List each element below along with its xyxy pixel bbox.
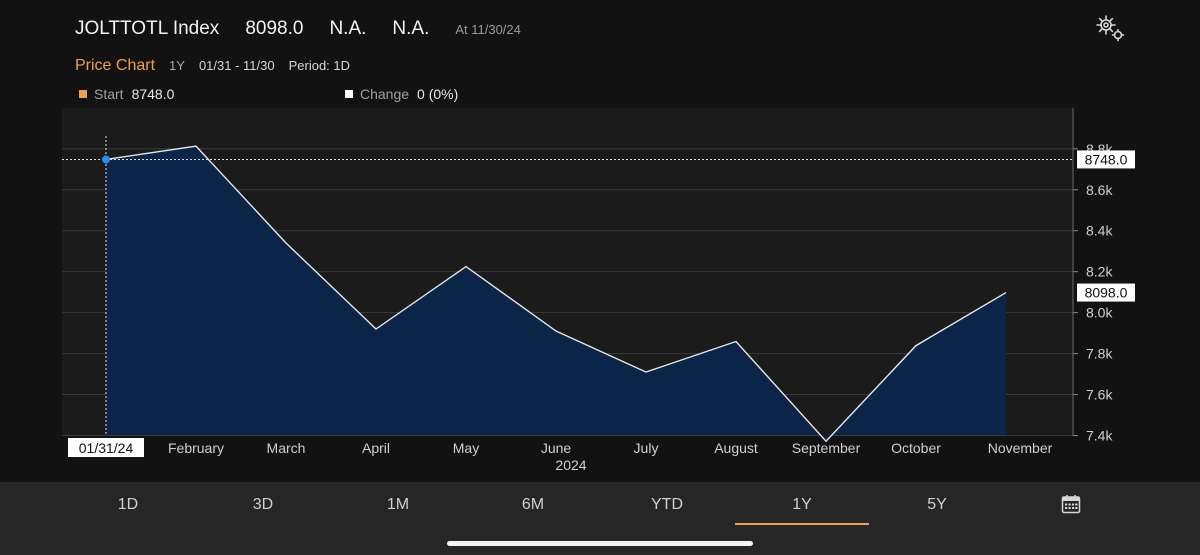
x-tick-label: May: [453, 440, 479, 456]
x-tick-label: August: [714, 440, 758, 456]
start-value: 8748.0: [131, 86, 175, 102]
tab-3d[interactable]: 3D: [252, 496, 274, 513]
y-tick-label: 7.8k: [1086, 346, 1113, 362]
y-tick-label: 8.0k: [1086, 305, 1113, 321]
period-label: Period: 1D: [288, 58, 351, 73]
start-date-box: [68, 438, 144, 457]
legend-change: Change 0 (0%): [345, 86, 458, 102]
tab-5y[interactable]: 5Y: [927, 496, 947, 513]
x-tick-label: June: [541, 440, 572, 456]
last-price-box: [1077, 283, 1135, 302]
tab-1m[interactable]: 1M: [386, 496, 410, 513]
price-line[interactable]: [105, 145, 1007, 443]
date-range: 01/31 - 11/30: [198, 58, 275, 73]
chart-subheader: Price Chart 1Y 01/31 - 11/30 Period: 1D: [75, 57, 350, 75]
data-point[interactable]: [554, 329, 558, 333]
x-tick-label: September: [792, 440, 861, 456]
y-tick-label: 8.6k: [1086, 182, 1113, 198]
last-value: 8098.0: [245, 18, 304, 39]
start-price-label: 8748.0: [1085, 151, 1128, 167]
data-point[interactable]: [464, 265, 468, 269]
active-tab-indicator: [735, 523, 869, 525]
data-point[interactable]: [194, 144, 198, 148]
tab-1y[interactable]: 1Y: [792, 496, 812, 513]
as-of-date: At 11/30/24: [455, 22, 521, 37]
chart-header: JOLTTOTL Index 8098.0 N.A. N.A. At 11/30…: [75, 18, 521, 48]
x-tick-label: April: [362, 440, 390, 456]
tab-ytd[interactable]: YTD: [651, 496, 683, 513]
calendar-icon[interactable]: [1061, 494, 1081, 514]
x-tick-label: 01/31/24: [79, 440, 134, 456]
tab-1d[interactable]: 1D: [117, 496, 139, 513]
data-point[interactable]: [734, 340, 738, 344]
change-label: Change: [360, 86, 410, 102]
percent-change: N.A.: [392, 18, 430, 39]
last-price-label: 8098.0: [1085, 285, 1128, 301]
data-point[interactable]: [1004, 291, 1008, 295]
tab-6m[interactable]: 6M: [521, 496, 545, 513]
data-point[interactable]: [914, 344, 918, 348]
start-label: Start: [94, 86, 124, 102]
gear-icon[interactable]: [1094, 14, 1128, 44]
index-title: JOLTTOTL Index: [75, 18, 220, 39]
x-tick-label: March: [267, 440, 306, 456]
data-point[interactable]: [284, 241, 288, 245]
start-swatch: [79, 90, 87, 98]
y-tick-label: 8.2k: [1086, 264, 1113, 280]
change-value: 0 (0%): [417, 86, 459, 102]
price-chart[interactable]: 7.4k7.6k7.8k8.0k8.2k8.4k8.6k8.8k8748.080…: [0, 0, 1200, 482]
change-swatch: [345, 90, 353, 98]
x-tick-label: February: [168, 440, 224, 456]
area-fill: [106, 146, 1006, 442]
net-change: N.A.: [329, 18, 367, 39]
y-tick-label: 7.6k: [1086, 387, 1113, 403]
x-axis-year: 2024: [555, 457, 586, 473]
range-tab-bar: 1D 3D 1M 6M YTD 1Y 5Y: [0, 482, 1200, 555]
data-point[interactable]: [374, 327, 378, 331]
legend-start: Start 8748.0: [79, 86, 174, 102]
range-label: 1Y: [169, 58, 185, 73]
start-price-box: [1077, 150, 1135, 169]
data-point[interactable]: [644, 370, 648, 374]
y-tick-label: 7.4k: [1086, 428, 1113, 444]
price-chart-title: Price Chart: [75, 57, 156, 74]
x-tick-label: July: [634, 440, 659, 456]
start-marker: [102, 155, 110, 164]
x-tick-label: November: [988, 440, 1053, 456]
x-tick-label: October: [891, 440, 941, 456]
y-tick-label: 8.4k: [1086, 223, 1113, 239]
home-indicator[interactable]: [447, 541, 753, 546]
